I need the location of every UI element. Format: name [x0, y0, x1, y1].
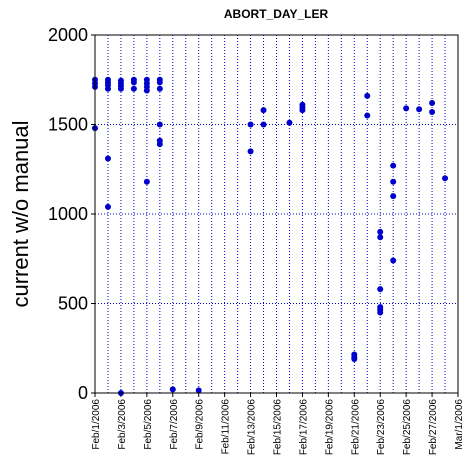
- x-tick-label: Feb/25/2006: [402, 399, 413, 456]
- data-point: [364, 92, 371, 99]
- data-point: [377, 309, 384, 316]
- data-point: [377, 286, 384, 293]
- chart-title: ABORT_DAY_LER: [224, 7, 329, 21]
- x-axis-ticks: Feb/1/2006 Feb/3/2006 Feb/5/2006 Feb/7/2006…: [91, 393, 465, 455]
- x-tick-label: Feb/17/2006: [298, 399, 309, 456]
- data-point: [390, 178, 397, 185]
- data-point: [364, 112, 371, 119]
- data-point: [429, 100, 436, 107]
- plot-frame: [94, 34, 459, 394]
- y-tick-label: 0: [78, 383, 88, 403]
- data-point: [104, 155, 111, 162]
- x-tick-label: Feb/9/2006: [195, 399, 206, 450]
- data-point: [390, 162, 397, 169]
- x-tick-label: Feb/1/2006: [91, 399, 102, 450]
- y-tick-label: 1500: [48, 115, 88, 135]
- grid-lines: [95, 35, 458, 393]
- data-point: [351, 355, 358, 362]
- data-point: [143, 178, 150, 185]
- data-point: [104, 203, 111, 210]
- data-point: [260, 107, 267, 114]
- x-tick-label: Feb/27/2006: [428, 399, 439, 456]
- data-point: [377, 228, 384, 235]
- data-point: [156, 141, 163, 148]
- y-tick-label: 1000: [48, 204, 88, 224]
- x-tick-label: Feb/5/2006: [143, 399, 154, 450]
- x-tick-label: Feb/13/2006: [247, 399, 258, 456]
- data-point: [156, 79, 163, 86]
- data-point: [260, 121, 267, 128]
- x-tick-label: Feb/21/2006: [350, 399, 361, 456]
- data-point: [143, 87, 150, 94]
- y-axis-label: current w/o manual: [8, 120, 33, 307]
- y-tick-label: 2000: [48, 25, 88, 45]
- data-point: [377, 234, 384, 241]
- x-tick-label: Mar/1/2006: [454, 399, 465, 450]
- data-point: [299, 107, 306, 114]
- data-points: [92, 76, 449, 396]
- x-tick-label: Feb/7/2006: [169, 399, 180, 450]
- data-point: [247, 121, 254, 128]
- data-point: [169, 386, 176, 393]
- data-point: [429, 108, 436, 115]
- data-point: [156, 85, 163, 92]
- data-point: [117, 85, 124, 92]
- data-point: [130, 79, 137, 86]
- y-axis-ticks: 0 500 1000 1500 2000: [48, 25, 95, 403]
- data-point: [104, 85, 111, 92]
- data-point: [403, 105, 410, 112]
- data-point: [247, 148, 254, 155]
- data-point: [416, 106, 423, 113]
- data-point: [130, 85, 137, 92]
- data-point: [286, 119, 293, 126]
- x-tick-label: Feb/11/2006: [221, 399, 232, 455]
- data-point: [390, 193, 397, 200]
- x-tick-label: Feb/15/2006: [273, 399, 284, 456]
- x-tick-label: Feb/19/2006: [324, 399, 335, 456]
- data-point: [390, 257, 397, 264]
- x-tick-label: Feb/23/2006: [376, 399, 387, 456]
- x-tick-label: Feb/3/2006: [117, 399, 128, 450]
- data-point: [156, 121, 163, 128]
- y-tick-label: 500: [58, 294, 88, 314]
- data-point: [442, 175, 449, 182]
- data-point: [195, 387, 202, 394]
